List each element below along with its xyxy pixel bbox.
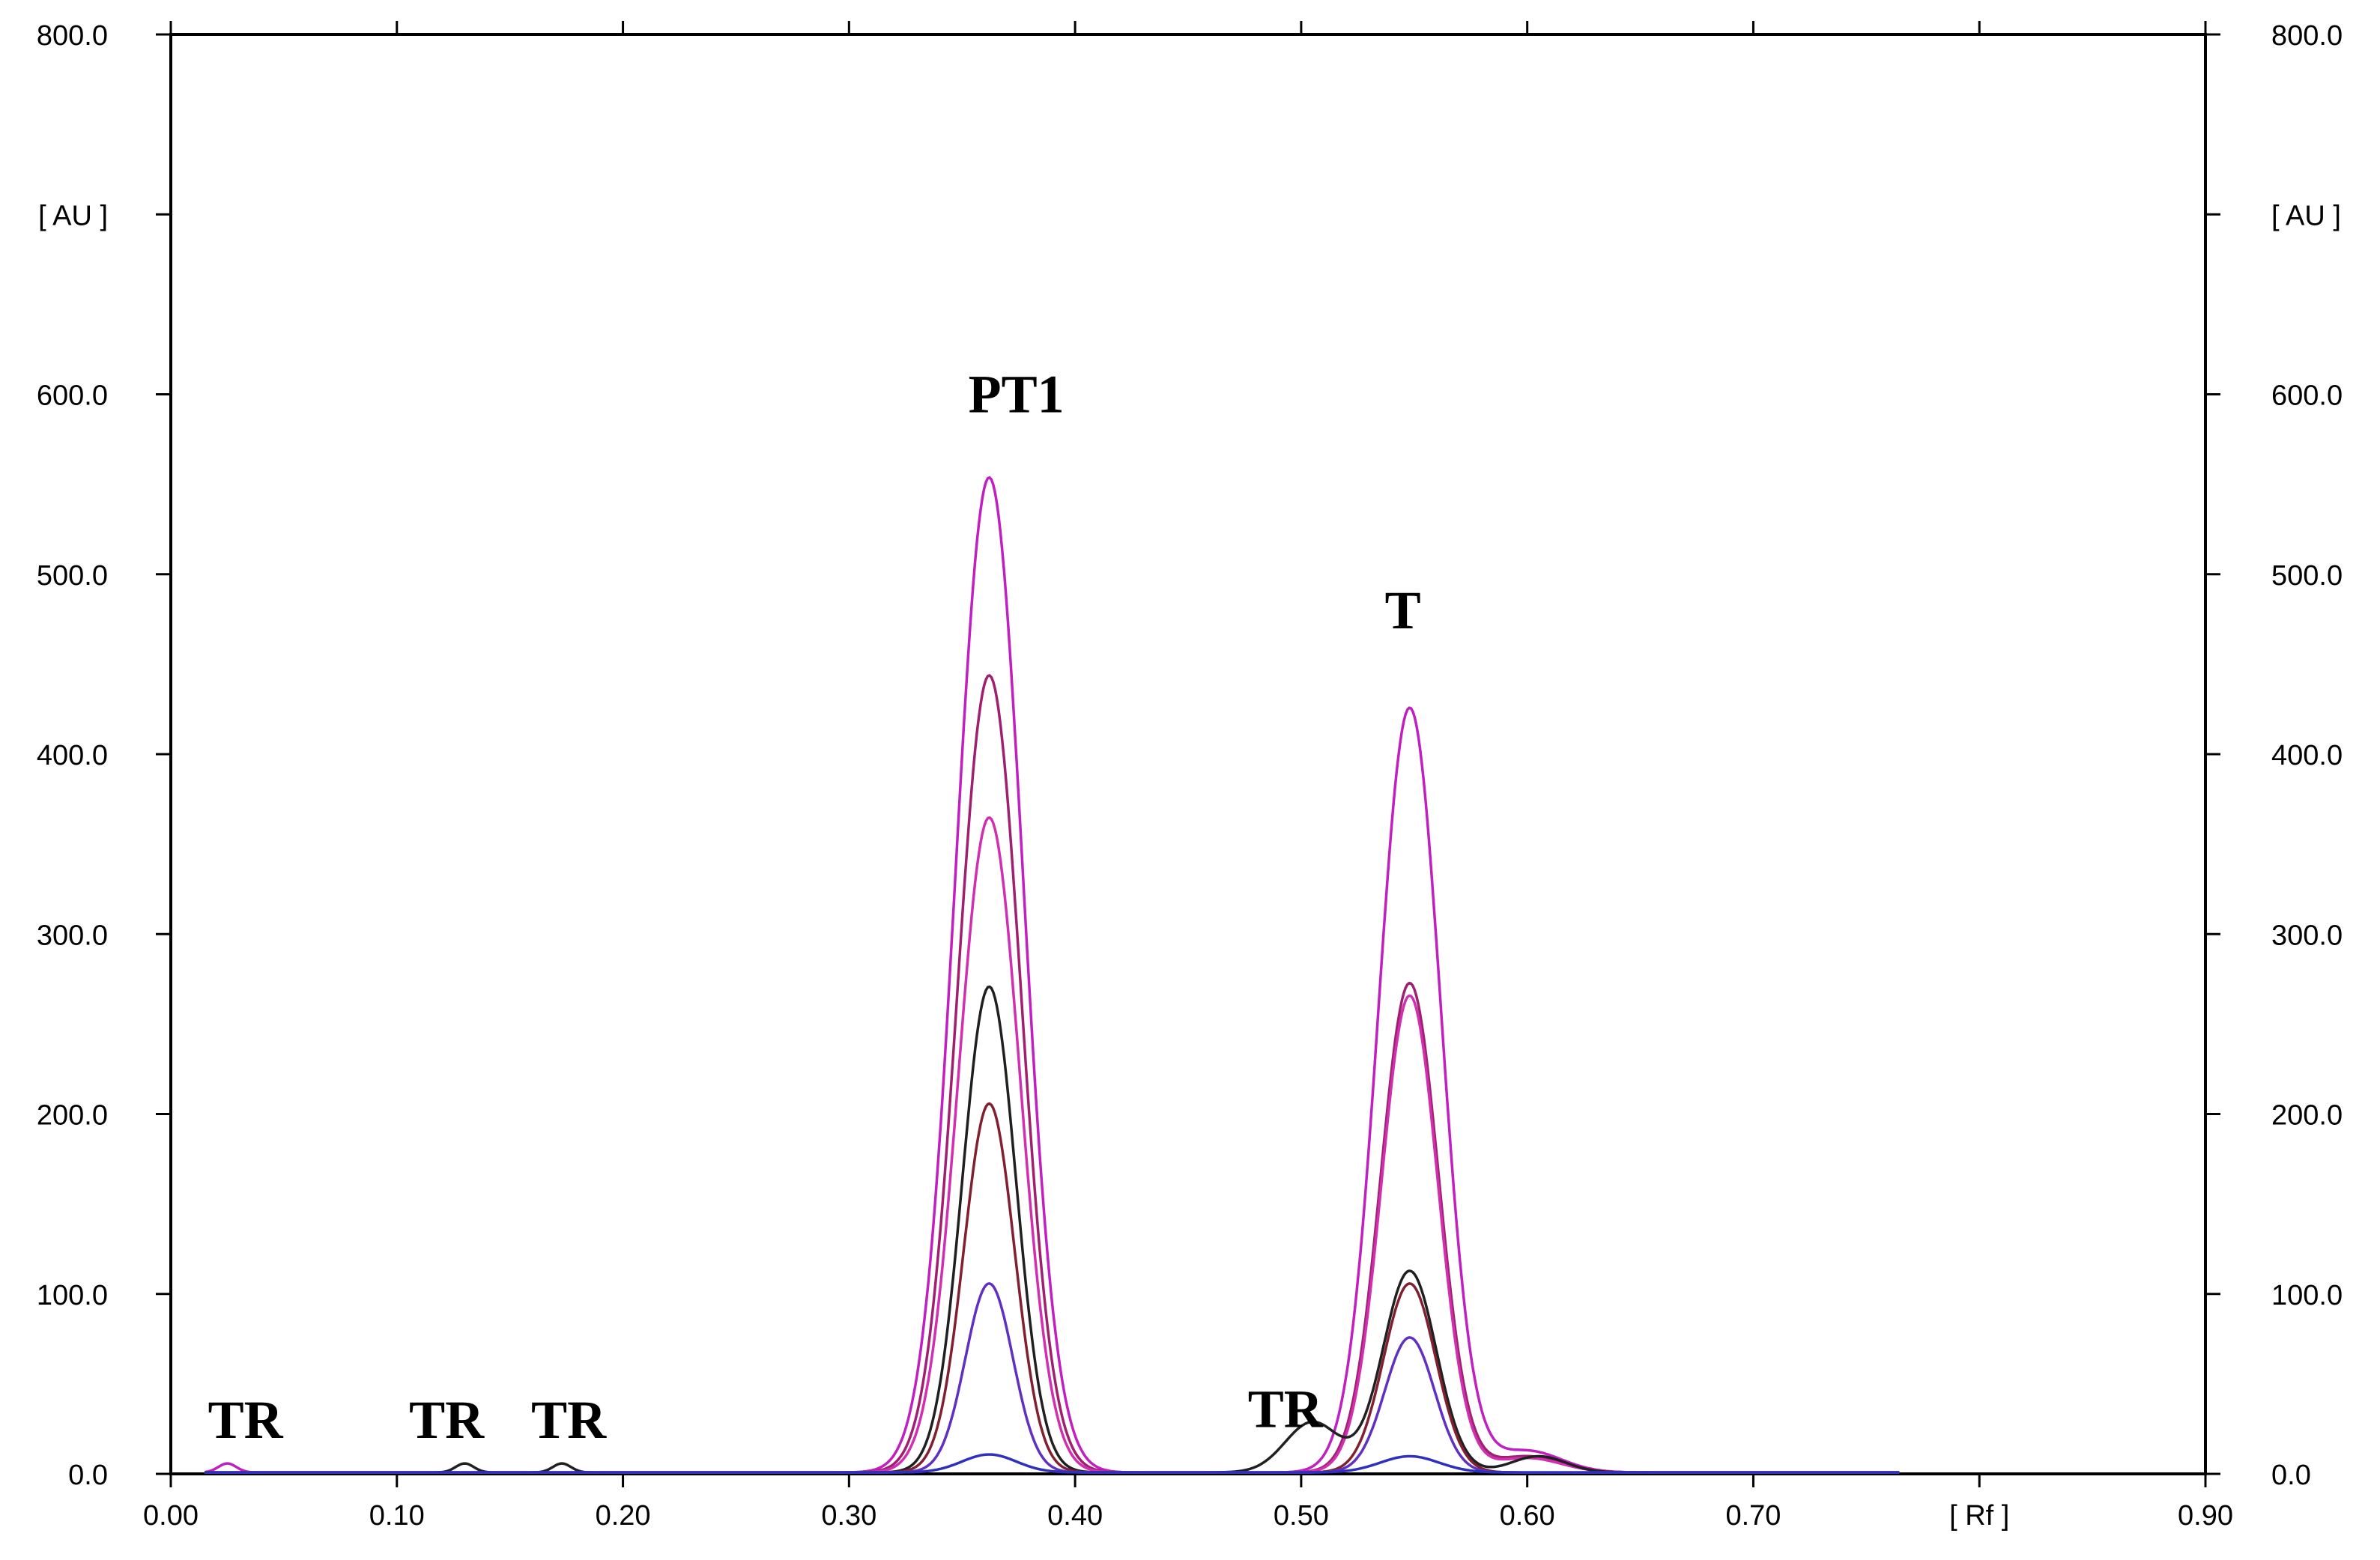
x-tick-label: [ Rf ] [1949,1500,2009,1532]
x-tick-label: 0.40 [1047,1500,1103,1532]
y-tick-label: 200.0 [37,1100,108,1132]
peak-label: PT1 [969,365,1065,425]
y-tick-label-right: 100.0 [2271,1280,2343,1311]
x-tick-label: 0.50 [1274,1500,1329,1532]
y-tick-label-right: 300.0 [2271,920,2343,951]
plot-frame [169,33,2207,1475]
x-axis: 0.00 0.10 0.20 0.30 0.40 0.50 0.60 0.70 [ Rf ] 0.… [143,21,2233,1532]
peak-label: TR [208,1390,284,1450]
x-tick-label: 0.20 [596,1500,651,1532]
y-tick-label-right: 400.0 [2271,740,2343,771]
x-tick-label: 0.10 [369,1500,425,1532]
y-axis-left: 0.0 100.0 200.0 300.0 400.0 500.0 600.0 [ AU ] 8… [37,20,171,1491]
y-tick-label-right: 800.0 [2271,20,2343,52]
y-tick-label: 600.0 [37,380,108,412]
y-tick-label-right: 0.0 [2271,1460,2311,1491]
x-tick-label: 0.00 [143,1500,199,1532]
x-tick-label: 0.70 [1725,1500,1781,1532]
x-tick-label: 0.90 [2178,1500,2233,1532]
y-tick-label: 800.0 [37,20,108,52]
y-tick-label: 0.0 [68,1460,108,1491]
peak-label: TR [1248,1380,1324,1439]
y-tick-label: 100.0 [37,1280,108,1311]
x-tick-label: 0.60 [1500,1500,1555,1532]
series-line-1 [205,476,1900,1474]
peak-label: T [1385,580,1421,640]
y-tick-label: 400.0 [37,740,108,771]
series-line-7 [205,1453,1900,1474]
y-axis-right: 0.0 100.0 200.0 300.0 400.0 500.0 600.0 [ AU ] 8… [2205,20,2343,1491]
y-tick-label: 500.0 [37,560,108,592]
peak-label: TR [531,1390,607,1450]
y-tick-label-right: 200.0 [2271,1100,2343,1132]
y-tick-label-right: [ AU ] [2271,200,2341,231]
series-line-3 [205,816,1900,1474]
peak-annotations: PT1 T TR TR TR TR [208,365,1421,1450]
y-tick-label: [ AU ] [38,200,108,231]
peak-label: TR [409,1390,485,1450]
y-tick-label-right: 600.0 [2271,380,2343,412]
y-tick-label-right: 500.0 [2271,560,2343,592]
series-line-2 [205,674,1900,1474]
x-tick-label: 0.30 [821,1500,876,1532]
y-tick-label: 300.0 [37,920,108,951]
series-group [205,476,1900,1474]
